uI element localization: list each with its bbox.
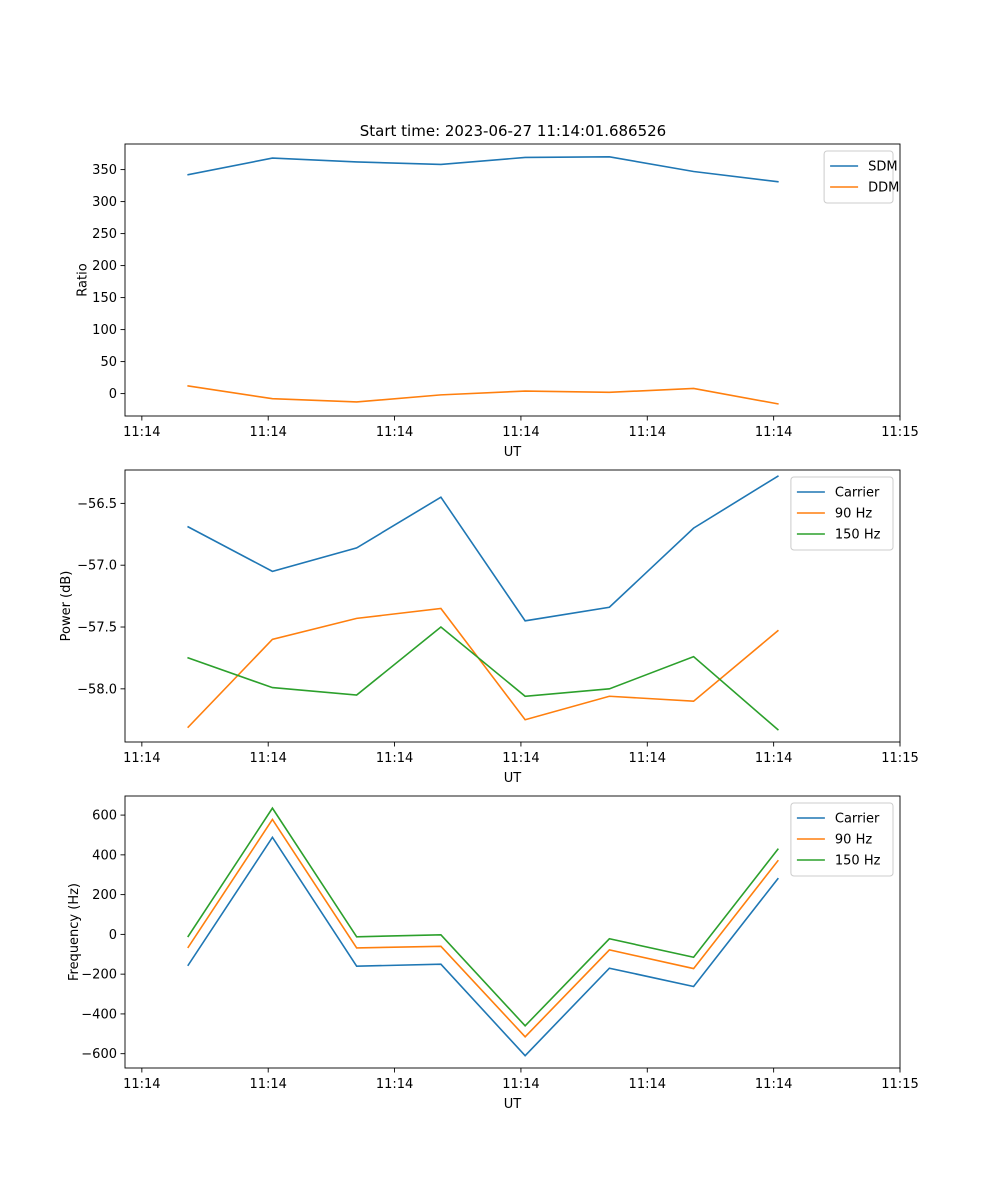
- y-tick-label: −56.5: [77, 497, 117, 512]
- x-tick-label: 11:14: [629, 425, 666, 440]
- series-line-150-hz-panel-3: [187, 806, 779, 1028]
- y-tick-label: 50: [100, 355, 117, 370]
- panel-1: 11:14 11:14 11:14 11:14 11:14 11:14 11:15 0 50 10…: [75, 143, 919, 460]
- y-tick-label: 100: [92, 323, 117, 338]
- legend-label-150-hz: 150 Hz: [835, 854, 881, 869]
- x-tick-label: 11:14: [123, 751, 160, 766]
- series-line-90-hz-panel-2: [187, 607, 779, 729]
- x-tick-label: 11:14: [502, 1077, 539, 1092]
- panel-3: 11:14 11:14 11:14 11:14 11:14 11:14 11:15 −600 −…: [67, 795, 919, 1112]
- series-line-sdm-panel-1: [187, 155, 779, 183]
- y-tick-label: −58.0: [77, 682, 117, 697]
- legend-label-ddm: DDM: [868, 181, 899, 196]
- axes-frame: [124, 469, 901, 743]
- x-tick-label: 11:15: [881, 751, 918, 766]
- legend-box: [790, 476, 894, 551]
- x-tick-label: 11:14: [629, 751, 666, 766]
- x-axis-label: UT: [504, 1097, 522, 1112]
- y-tick-label: 600: [92, 809, 117, 824]
- x-tick-label: 11:15: [881, 425, 918, 440]
- x-tick-label: 11:14: [249, 425, 286, 440]
- series-line-150-hz-panel-2: [187, 625, 779, 731]
- series-line-carrier-panel-2: [187, 475, 779, 622]
- legend-label-carrier: Carrier: [835, 486, 880, 501]
- y-tick-label: 200: [92, 259, 117, 274]
- y-tick-label: 0: [109, 928, 117, 943]
- x-tick-label: 11:14: [629, 1077, 666, 1092]
- x-tick-label: 11:14: [502, 751, 539, 766]
- series-line-90-hz-panel-3: [187, 818, 779, 1038]
- series-line-ddm-panel-1: [187, 385, 779, 405]
- y-tick-label: 400: [92, 848, 117, 863]
- y-tick-label: 350: [92, 163, 117, 178]
- panel-2: 11:14 11:14 11:14 11:14 11:14 11:14 11:15 −58.0…: [59, 469, 919, 786]
- y-tick-label: −57.5: [77, 621, 117, 636]
- legend-label-sdm: SDM: [868, 160, 897, 175]
- y-tick-label: 200: [92, 888, 117, 903]
- y-tick-label: 300: [92, 195, 117, 210]
- chart-title: Start time: 2023-06-27 11:14:01.686526: [360, 122, 666, 140]
- y-tick-label: 250: [92, 227, 117, 242]
- x-tick-label: 11:14: [123, 425, 160, 440]
- axes-frame: [124, 143, 901, 417]
- series-line-carrier-panel-3: [187, 835, 779, 1057]
- x-tick-label: 11:14: [755, 751, 792, 766]
- y-axis-label: Frequency (Hz): [67, 883, 82, 981]
- x-tick-label: 11:14: [502, 425, 539, 440]
- x-tick-label: 11:14: [376, 1077, 413, 1092]
- x-tick-label: 11:14: [755, 425, 792, 440]
- x-tick-label: 11:14: [123, 1077, 160, 1092]
- x-axis-label: UT: [504, 771, 522, 786]
- x-tick-label: 11:15: [881, 1077, 918, 1092]
- y-tick-label: 150: [92, 291, 117, 306]
- y-axis-label: Power (dB): [59, 571, 74, 642]
- x-tick-label: 11:14: [249, 751, 286, 766]
- y-tick-label: −57.0: [77, 559, 117, 574]
- y-tick-label: −200: [81, 968, 117, 983]
- legend-box: [790, 802, 894, 877]
- y-tick-label: −600: [81, 1047, 117, 1062]
- x-tick-label: 11:14: [249, 1077, 286, 1092]
- axes-frame: [124, 795, 901, 1069]
- y-tick-label: −400: [81, 1007, 117, 1022]
- y-axis-label: Ratio: [75, 263, 90, 296]
- x-tick-label: 11:14: [755, 1077, 792, 1092]
- legend-label-90-hz: 90 Hz: [835, 507, 872, 522]
- x-axis-label: UT: [504, 445, 522, 460]
- x-tick-label: 11:14: [376, 425, 413, 440]
- legend-label-90-hz: 90 Hz: [835, 833, 872, 848]
- legend-label-150-hz: 150 Hz: [835, 528, 881, 543]
- y-tick-label: 0: [109, 387, 117, 402]
- legend-label-carrier: Carrier: [835, 812, 880, 827]
- x-tick-label: 11:14: [376, 751, 413, 766]
- legend-box: [823, 150, 894, 204]
